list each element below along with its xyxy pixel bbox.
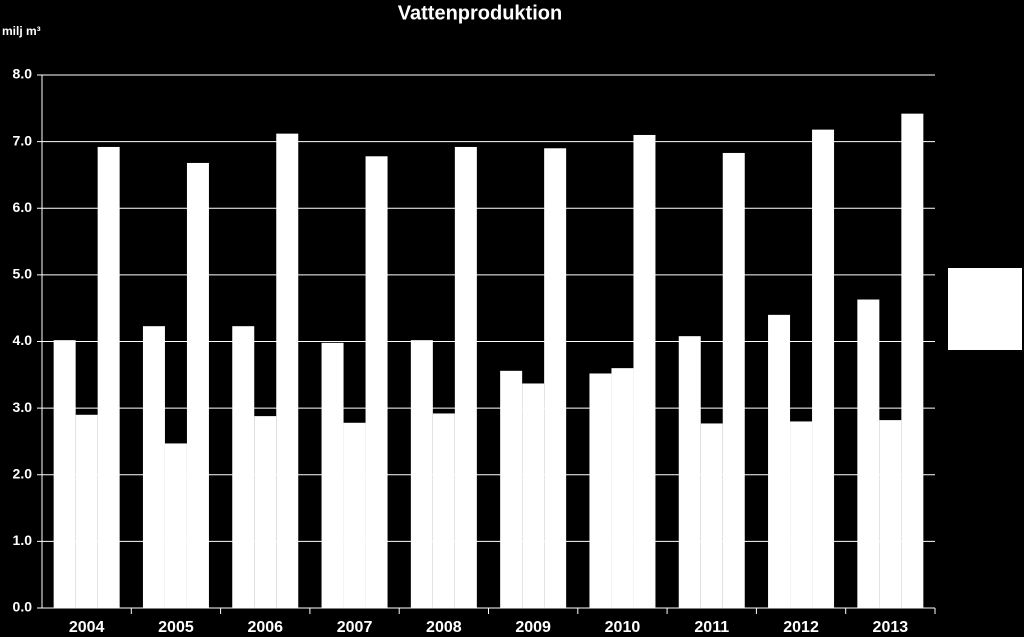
y-tick-label: 4.0 (13, 332, 33, 348)
bar (53, 340, 76, 608)
y-tick-label: 6.0 (13, 199, 33, 215)
bar (768, 314, 791, 608)
bar (790, 421, 813, 608)
bar (186, 162, 209, 608)
bar (589, 373, 612, 608)
x-tick-label: 2005 (158, 619, 194, 636)
x-tick-label: 2009 (515, 619, 551, 636)
bar (522, 383, 545, 608)
bar (857, 299, 880, 608)
bar (142, 326, 165, 608)
bar (410, 340, 433, 608)
bar (879, 420, 902, 608)
bar (544, 148, 567, 608)
bar (254, 416, 277, 608)
y-tick-label: 3.0 (13, 399, 33, 415)
x-tick-label: 2010 (605, 619, 641, 636)
y-axis-label: milj m³ (2, 24, 41, 38)
bar (454, 146, 477, 608)
x-tick-label: 2008 (426, 619, 462, 636)
bar (75, 414, 98, 608)
bar (700, 423, 723, 608)
bar (164, 443, 187, 608)
y-tick-label: 5.0 (13, 266, 33, 282)
bar (500, 370, 523, 608)
bar (678, 336, 701, 608)
x-tick-label: 2006 (247, 619, 283, 636)
bar (633, 134, 656, 608)
bar (321, 342, 344, 608)
y-tick-label: 1.0 (13, 532, 33, 548)
bar (365, 156, 388, 608)
chart-title: Vattenproduktion (398, 2, 562, 24)
y-tick-label: 2.0 (13, 465, 33, 481)
y-tick-label: 8.0 (13, 66, 33, 82)
x-tick-label: 2004 (69, 619, 105, 636)
y-tick-label: 0.0 (13, 599, 33, 615)
legend-box (948, 268, 1022, 350)
bar (611, 368, 634, 608)
bar (812, 129, 835, 608)
bar (722, 152, 745, 609)
bar (232, 326, 255, 608)
bar (276, 133, 299, 608)
bar (432, 413, 455, 608)
y-tick-label: 7.0 (13, 132, 33, 148)
x-tick-label: 2013 (873, 619, 909, 636)
x-tick-label: 2012 (783, 619, 819, 636)
bar (97, 146, 120, 608)
x-tick-label: 2007 (337, 619, 373, 636)
bar (901, 113, 924, 608)
bar (343, 422, 366, 608)
x-tick-label: 2011 (694, 619, 729, 636)
